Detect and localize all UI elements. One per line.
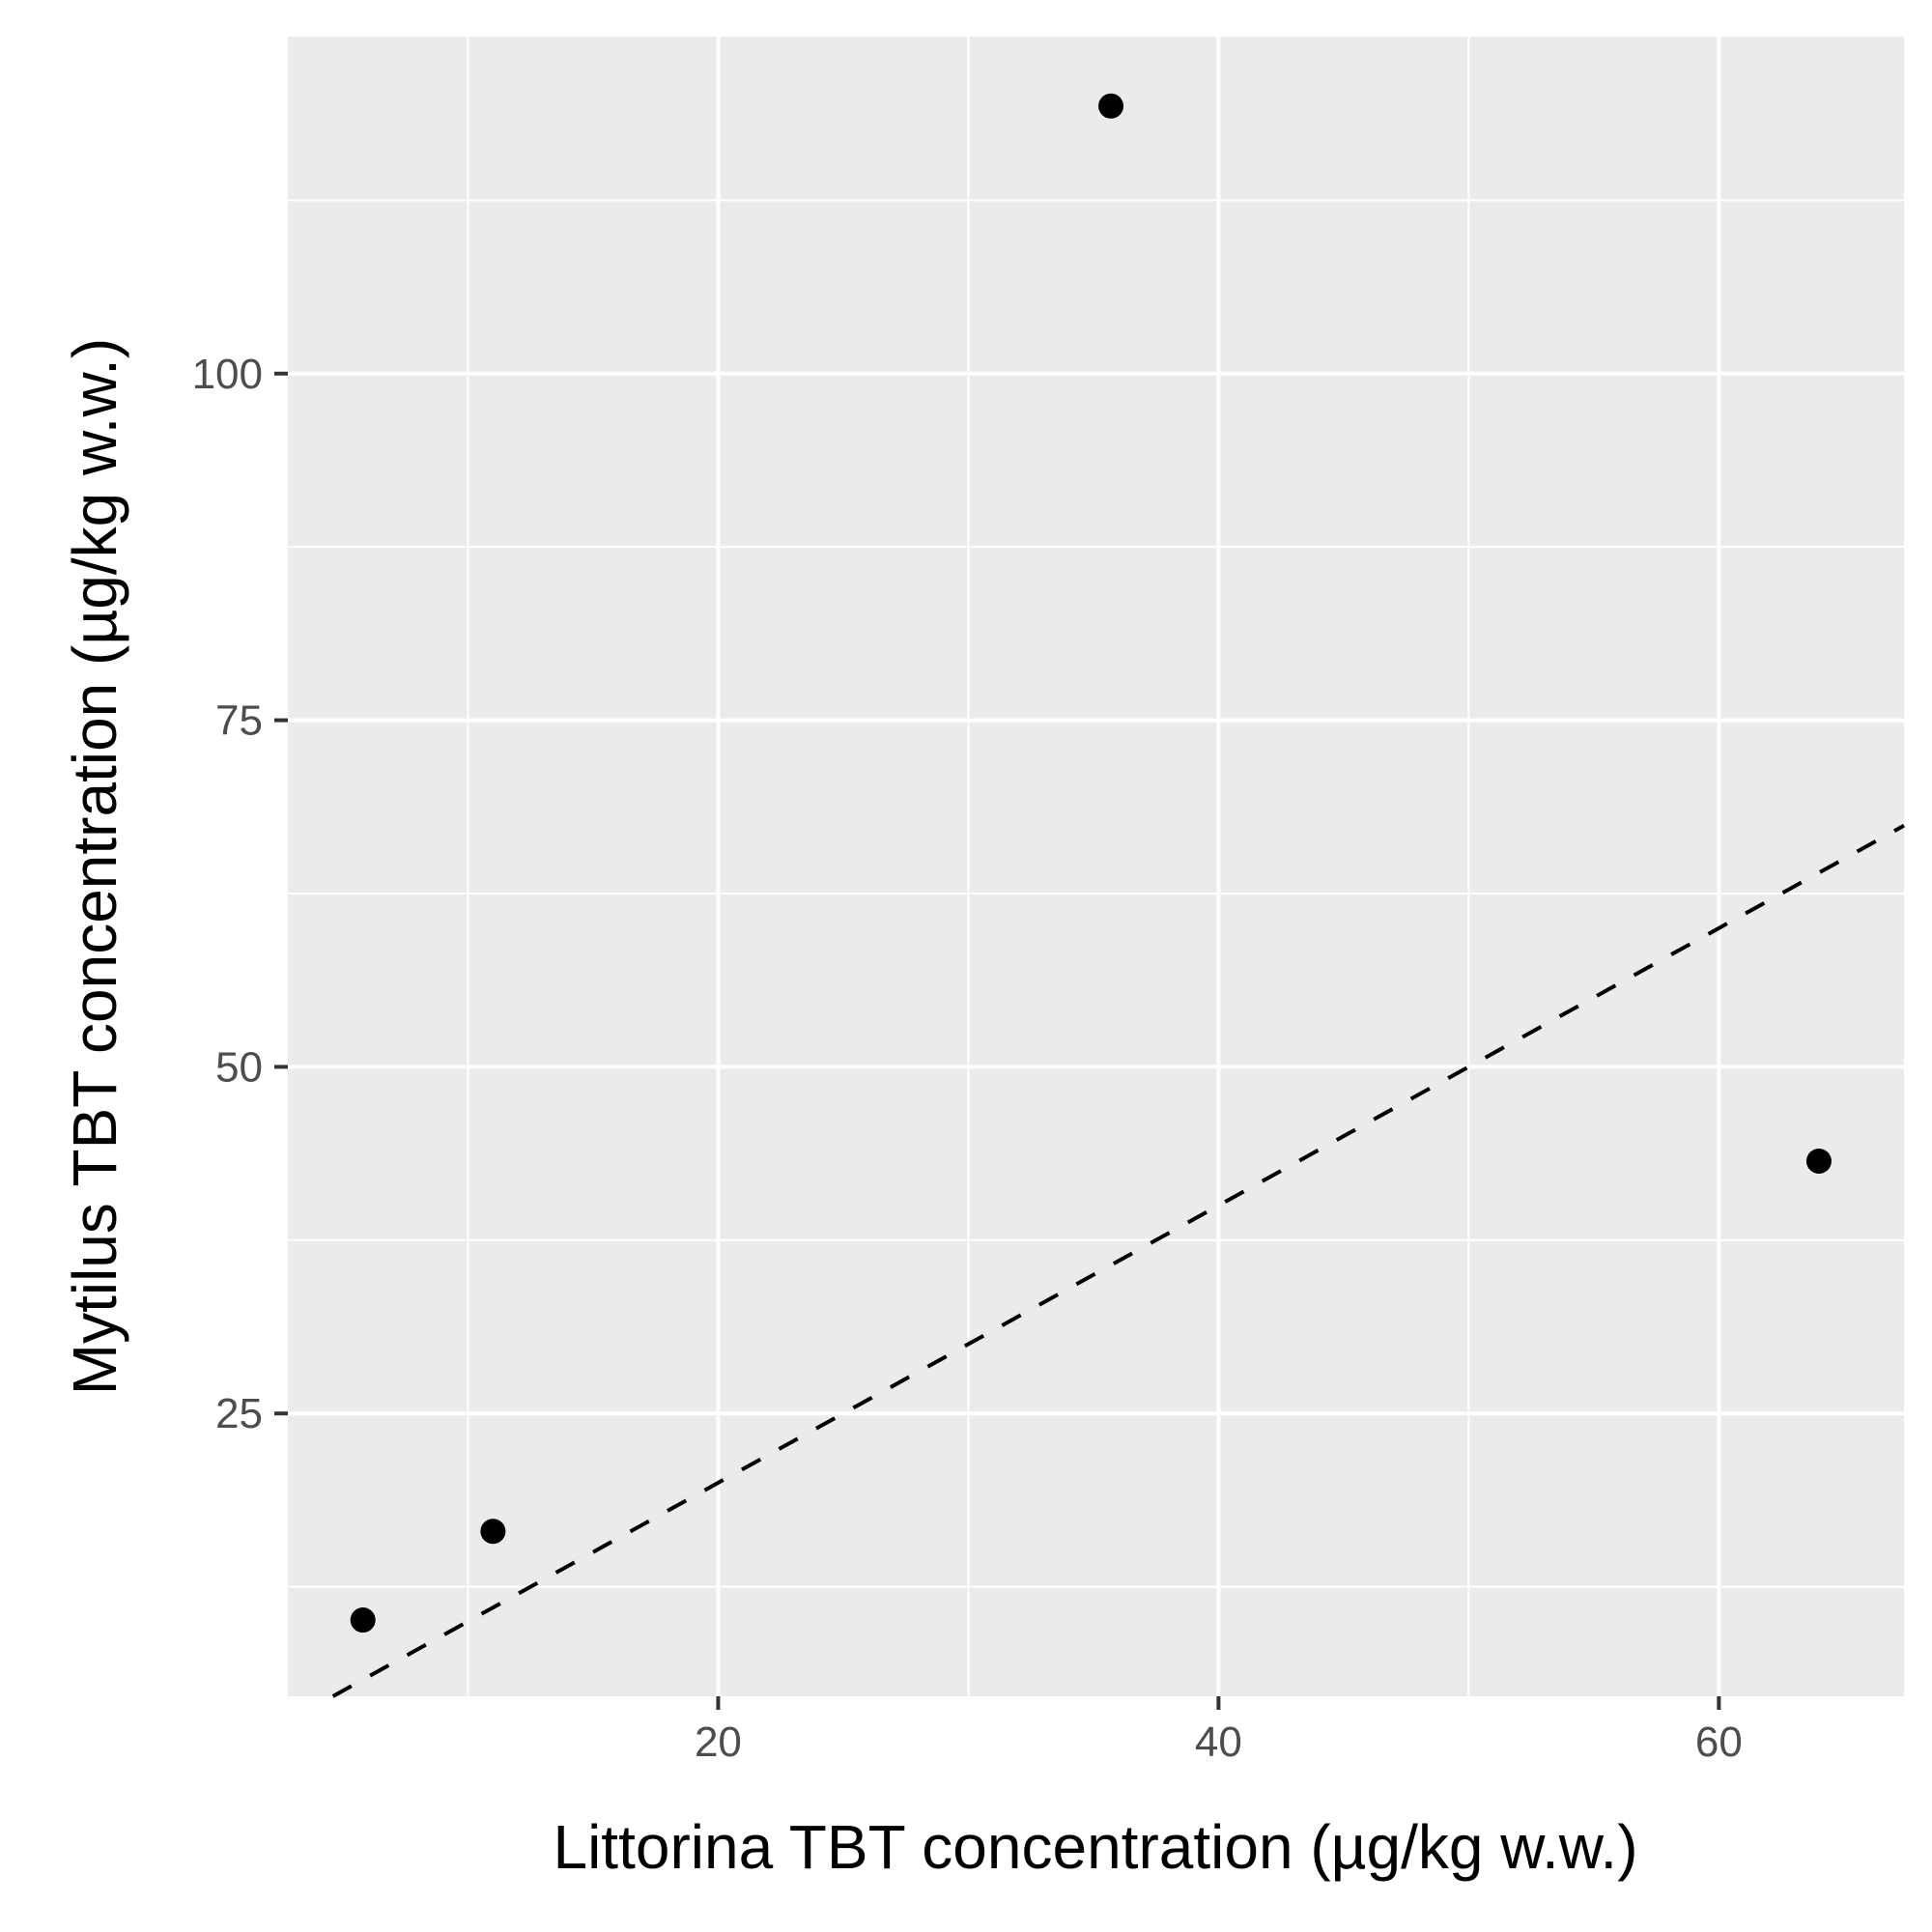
- y-tick-label: 75: [215, 697, 263, 745]
- y-tick-label: 50: [215, 1043, 263, 1091]
- x-tick-label: 20: [695, 1719, 742, 1766]
- major-gridlines: [288, 37, 1904, 1696]
- minor-gridlines: [288, 37, 1904, 1696]
- x-axis-title: Littorina TBT concentration (µg/kg w.w.): [553, 1812, 1637, 1882]
- data-points: [350, 93, 1832, 1634]
- y-axis: 25 50 75 100: [192, 351, 288, 1437]
- reference-line: [331, 823, 1905, 1698]
- reference-line-group: [331, 823, 1905, 1698]
- x-tick-label: 40: [1195, 1719, 1242, 1766]
- data-point: [350, 1607, 376, 1634]
- y-tick-label: 100: [192, 351, 263, 398]
- y-tick-label: 25: [215, 1390, 263, 1437]
- y-axis-title: Mytilus TBT concentration (µg/kg w.w.): [60, 338, 129, 1395]
- x-tick-label: 60: [1695, 1719, 1743, 1766]
- plot-panel: [288, 37, 1904, 1696]
- data-point: [1098, 93, 1124, 119]
- x-axis: 20 40 60: [695, 1696, 1743, 1766]
- data-point: [1805, 1148, 1832, 1174]
- data-point: [480, 1519, 506, 1545]
